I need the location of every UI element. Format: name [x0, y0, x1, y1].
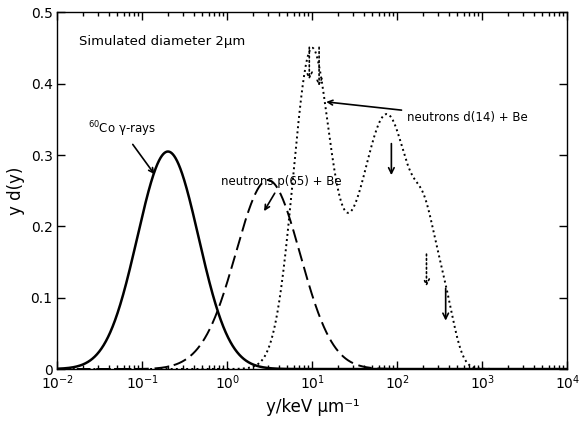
Y-axis label: y d(y): y d(y) — [7, 167, 25, 215]
X-axis label: y/keV μm⁻¹: y/keV μm⁻¹ — [265, 398, 359, 416]
Text: $^{60}$Co γ-rays: $^{60}$Co γ-rays — [88, 120, 156, 173]
Text: neutrons p(65) + Be: neutrons p(65) + Be — [221, 175, 342, 209]
Text: neutrons d(14) + Be: neutrons d(14) + Be — [328, 100, 528, 124]
Text: Simulated diameter 2μm: Simulated diameter 2μm — [79, 35, 245, 47]
